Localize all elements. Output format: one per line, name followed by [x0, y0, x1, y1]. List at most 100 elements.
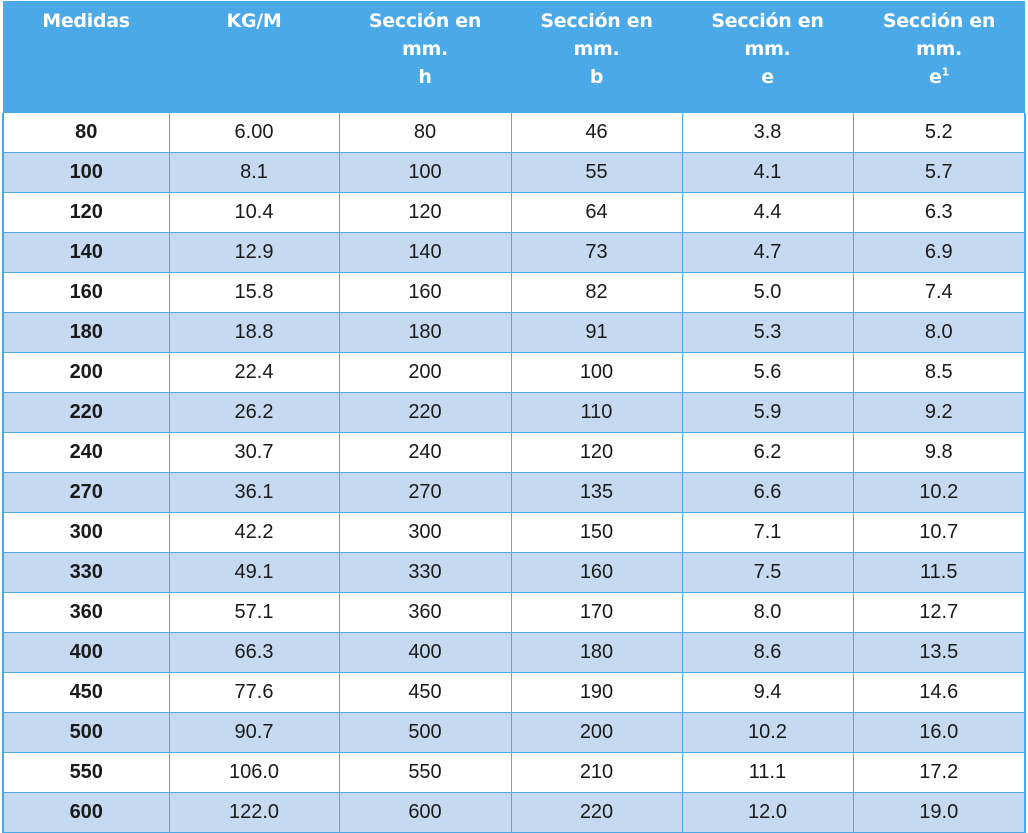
- table-cell-seccion-b: 170: [510, 592, 683, 633]
- column-header-line: b: [589, 66, 604, 88]
- column-header-seccion-b: Sección en mm. b: [511, 1, 682, 113]
- column-header-line: Medidas: [42, 10, 130, 32]
- column-header-medidas: Medidas: [3, 1, 169, 113]
- table-cell-seccion-e: 7.5: [681, 552, 854, 593]
- table-cell-seccion-e: 10.2: [681, 712, 854, 753]
- table-cell-seccion-h: 220: [338, 392, 512, 433]
- table-cell-seccion-e1: 13.5: [852, 632, 1026, 673]
- table-cell-seccion-e1: 10.7: [852, 512, 1026, 553]
- table-row: 220 26.2 220 110 5.9 9.2: [2, 392, 1026, 433]
- table-cell-seccion-e1: 6.3: [852, 192, 1026, 233]
- table-cell-kg-m: 36.1: [168, 472, 340, 513]
- table-cell-seccion-e: 8.0: [681, 592, 854, 633]
- table-cell-medidas: 120: [2, 192, 170, 233]
- column-header-line: e: [761, 66, 774, 88]
- table-cell-seccion-b: 150: [510, 512, 683, 553]
- table-cell-medidas: 550: [2, 752, 170, 793]
- table-row: 330 49.1 330 160 7.5 11.5: [2, 552, 1026, 593]
- table-cell-seccion-h: 330: [338, 552, 512, 593]
- table-cell-seccion-e: 5.0: [681, 272, 854, 313]
- table-cell-seccion-e: 4.4: [681, 192, 854, 233]
- table-cell-seccion-e1: 9.8: [852, 432, 1026, 473]
- table-cell-seccion-h: 120: [338, 192, 512, 233]
- table-cell-kg-m: 18.8: [168, 312, 340, 353]
- table-cell-seccion-e1: 8.5: [852, 352, 1026, 393]
- column-header-line: h: [418, 66, 432, 88]
- column-header-kg-m: KG/M: [169, 1, 339, 113]
- table-header: Medidas KG/M Sección en mm. h Sección en mm. b S…: [3, 1, 1025, 113]
- table-cell-seccion-e1: 19.0: [852, 792, 1026, 833]
- table-cell-seccion-b: 46: [510, 113, 683, 153]
- table-cell-medidas: 270: [2, 472, 170, 513]
- column-header-line: KG/M: [226, 10, 282, 32]
- table-cell-seccion-h: 100: [338, 152, 512, 193]
- table-row: 550 106.0 550 210 11.1 17.2: [2, 752, 1026, 793]
- table-row: 240 30.7 240 120 6.2 9.8: [2, 432, 1026, 473]
- table-cell-medidas: 220: [2, 392, 170, 433]
- table-cell-medidas: 450: [2, 672, 170, 713]
- table-cell-seccion-b: 135: [510, 472, 683, 513]
- table-row: 400 66.3 400 180 8.6 13.5: [2, 632, 1026, 673]
- table-cell-seccion-b: 210: [510, 752, 683, 793]
- table-cell-seccion-b: 64: [510, 192, 683, 233]
- table-cell-medidas: 600: [2, 792, 170, 833]
- table-cell-medidas: 330: [2, 552, 170, 593]
- table-cell-seccion-h: 140: [338, 232, 512, 273]
- table-cell-kg-m: 122.0: [168, 792, 340, 833]
- table-cell-seccion-h: 300: [338, 512, 512, 553]
- table-cell-seccion-h: 200: [338, 352, 512, 393]
- table-cell-kg-m: 77.6: [168, 672, 340, 713]
- table-row: 270 36.1 270 135 6.6 10.2: [2, 472, 1026, 513]
- table-cell-kg-m: 26.2: [168, 392, 340, 433]
- column-header-line: e1: [929, 65, 950, 88]
- table-row: 360 57.1 360 170 8.0 12.7: [2, 592, 1026, 633]
- table-cell-seccion-b: 200: [510, 712, 683, 753]
- table-cell-seccion-e1: 8.0: [852, 312, 1026, 353]
- table-cell-seccion-h: 180: [338, 312, 512, 353]
- table-cell-seccion-e1: 12.7: [852, 592, 1026, 633]
- table-cell-kg-m: 8.1: [168, 152, 340, 193]
- table-cell-seccion-h: 80: [338, 113, 512, 153]
- table-cell-kg-m: 90.7: [168, 712, 340, 753]
- table-cell-seccion-e: 5.6: [681, 352, 854, 393]
- column-header-seccion-h: Sección en mm. h: [339, 1, 511, 113]
- table-cell-kg-m: 15.8: [168, 272, 340, 313]
- table-row: 180 18.8 180 91 5.3 8.0: [2, 312, 1026, 353]
- table-cell-medidas: 400: [2, 632, 170, 673]
- table-cell-kg-m: 22.4: [168, 352, 340, 393]
- header-row: Medidas KG/M Sección en mm. h Sección en mm. b S…: [3, 1, 1025, 113]
- table-cell-seccion-b: 190: [510, 672, 683, 713]
- column-header-line: Sección en: [882, 10, 996, 32]
- table-cell-seccion-b: 73: [510, 232, 683, 273]
- table-cell-seccion-e: 4.7: [681, 232, 854, 273]
- table-row: 100 8.1 100 55 4.1 5.7: [2, 152, 1026, 193]
- table-cell-seccion-b: 110: [510, 392, 683, 433]
- table-cell-kg-m: 30.7: [168, 432, 340, 473]
- table-cell-seccion-e1: 14.6: [852, 672, 1026, 713]
- table-cell-seccion-h: 400: [338, 632, 512, 673]
- table-cell-seccion-e: 5.3: [681, 312, 854, 353]
- table-cell-seccion-e: 9.4: [681, 672, 854, 713]
- column-header-superscript: 1: [941, 65, 950, 79]
- table-cell-seccion-e: 6.6: [681, 472, 854, 513]
- table-cell-seccion-b: 120: [510, 432, 683, 473]
- table-cell-kg-m: 42.2: [168, 512, 340, 553]
- table-cell-kg-m: 66.3: [168, 632, 340, 673]
- table-cell-kg-m: 10.4: [168, 192, 340, 233]
- column-header-seccion-e: Sección en mm. e: [682, 1, 853, 113]
- table-cell-seccion-e1: 16.0: [852, 712, 1026, 753]
- table-cell-seccion-h: 270: [338, 472, 512, 513]
- table-cell-seccion-e1: 11.5: [852, 552, 1026, 593]
- table-row: 500 90.7 500 200 10.2 16.0: [2, 712, 1026, 753]
- table-cell-seccion-e1: 10.2: [852, 472, 1026, 513]
- table-cell-medidas: 80: [2, 113, 170, 153]
- table-cell-seccion-e1: 6.9: [852, 232, 1026, 273]
- column-header-line: Sección en: [368, 10, 482, 32]
- table-row: 200 22.4 200 100 5.6 8.5: [2, 352, 1026, 393]
- table-row: 600 122.0 600 220 12.0 19.0: [2, 792, 1026, 833]
- table-cell-seccion-e: 4.1: [681, 152, 854, 193]
- table-cell-medidas: 500: [2, 712, 170, 753]
- table-cell-seccion-b: 160: [510, 552, 683, 593]
